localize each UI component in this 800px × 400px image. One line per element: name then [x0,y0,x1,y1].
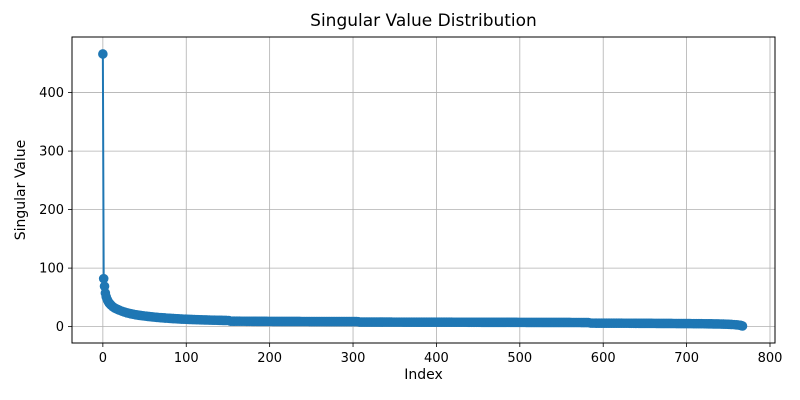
chart-title: Singular Value Distribution [310,11,537,31]
y-tick-label: 100 [39,262,64,277]
y-axis-label: Singular Value [13,139,29,241]
data-line [101,52,744,327]
data-marker [98,273,109,284]
x-axis-label: Index [404,367,443,383]
x-tick-label: 300 [341,351,366,366]
x-tick-label: 0 [99,351,107,366]
y-tick-label: 0 [56,320,64,335]
x-tick-label: 800 [758,351,783,366]
axes-frame [71,36,776,344]
y-tick-label: 200 [39,203,64,218]
x-tick-label: 600 [591,351,616,366]
y-tick-label: 400 [39,86,64,101]
x-tick-label: 100 [174,351,199,366]
x-tick-label: 500 [507,351,532,366]
x-tick-label: 700 [674,351,699,366]
data-marker [737,321,748,331]
data-marker [98,49,108,59]
x-tick-label: 200 [257,351,282,366]
y-tick-label: 300 [39,145,64,160]
x-tick-label: 400 [424,351,449,366]
